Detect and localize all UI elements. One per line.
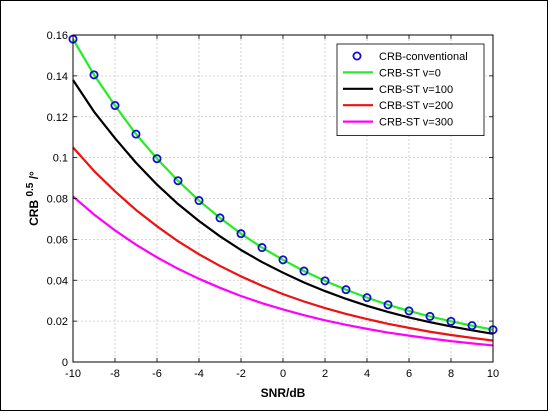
data-point xyxy=(425,311,435,321)
axis-ticks: -10 -8 -6 -4 -2 0 2 4 6 8 10 0 0.02 0.04 0.06 0.08 0.1 0.… xyxy=(47,30,500,380)
legend-label: CRB-ST v=200 xyxy=(379,100,453,112)
data-point xyxy=(299,266,309,276)
y-tick-label: 0.14 xyxy=(47,71,68,83)
data-point xyxy=(320,276,330,286)
y-tick-label: 0.12 xyxy=(47,112,68,124)
x-tick-label: 2 xyxy=(322,368,328,380)
legend-label: CRB-ST v=100 xyxy=(379,84,453,96)
data-point xyxy=(173,176,183,186)
y-tick-label: 0.04 xyxy=(47,275,68,287)
y-tick-label: 0.16 xyxy=(47,30,68,42)
data-point xyxy=(152,154,162,164)
x-tick-label: 0 xyxy=(280,368,286,380)
data-point xyxy=(362,293,372,303)
data-point xyxy=(215,213,225,223)
x-tick-label: -6 xyxy=(152,368,162,380)
data-point xyxy=(278,255,288,265)
data-point xyxy=(383,300,393,310)
x-axis-label: SNR/dB xyxy=(261,386,306,400)
legend-marker xyxy=(352,51,362,61)
x-tick-label: -2 xyxy=(236,368,246,380)
y-tick-label: 0.1 xyxy=(53,153,68,165)
legend: CRB-conventional CRB-ST v=0 CRB-ST v=100 CR… xyxy=(336,43,485,136)
legend-label: CRB-conventional xyxy=(379,51,468,63)
svg-text:CRB 0.5 /°: CRB 0.5 /° xyxy=(22,171,41,226)
series-line-2 xyxy=(72,146,494,342)
series-group xyxy=(68,34,498,347)
x-tick-label: 6 xyxy=(406,368,412,380)
data-point xyxy=(467,321,477,331)
y-axis-label-sup: 0.5 xyxy=(25,182,36,196)
x-tick-label: 10 xyxy=(487,368,499,380)
y-tick-label: 0.08 xyxy=(47,194,68,206)
data-point xyxy=(404,306,414,316)
data-point xyxy=(131,129,141,139)
data-point xyxy=(89,70,99,80)
x-tick-label: -8 xyxy=(110,368,120,380)
data-point xyxy=(194,196,204,206)
legend-label: CRB-ST v=300 xyxy=(379,117,453,129)
x-tick-label: -10 xyxy=(65,368,81,380)
series-line-0 xyxy=(72,38,494,331)
data-point xyxy=(341,285,351,295)
data-point xyxy=(257,243,267,253)
series-line-1 xyxy=(72,79,494,335)
series-line-3 xyxy=(72,195,494,347)
legend-label: CRB-ST v=0 xyxy=(379,67,441,79)
y-axis-label: CRB 0.5 /° xyxy=(22,171,41,226)
data-point xyxy=(110,101,120,111)
x-tick-label: -4 xyxy=(194,368,204,380)
y-axis-label-tail: /° xyxy=(27,171,41,179)
y-tick-label: 0.02 xyxy=(47,316,68,328)
data-point xyxy=(236,229,246,239)
data-point xyxy=(446,316,456,326)
x-tick-label: 4 xyxy=(364,368,370,380)
x-tick-label: 8 xyxy=(448,368,454,380)
y-axis-label-main: CRB xyxy=(27,200,41,226)
y-tick-label: 0 xyxy=(62,357,68,369)
y-tick-label: 0.06 xyxy=(47,234,68,246)
